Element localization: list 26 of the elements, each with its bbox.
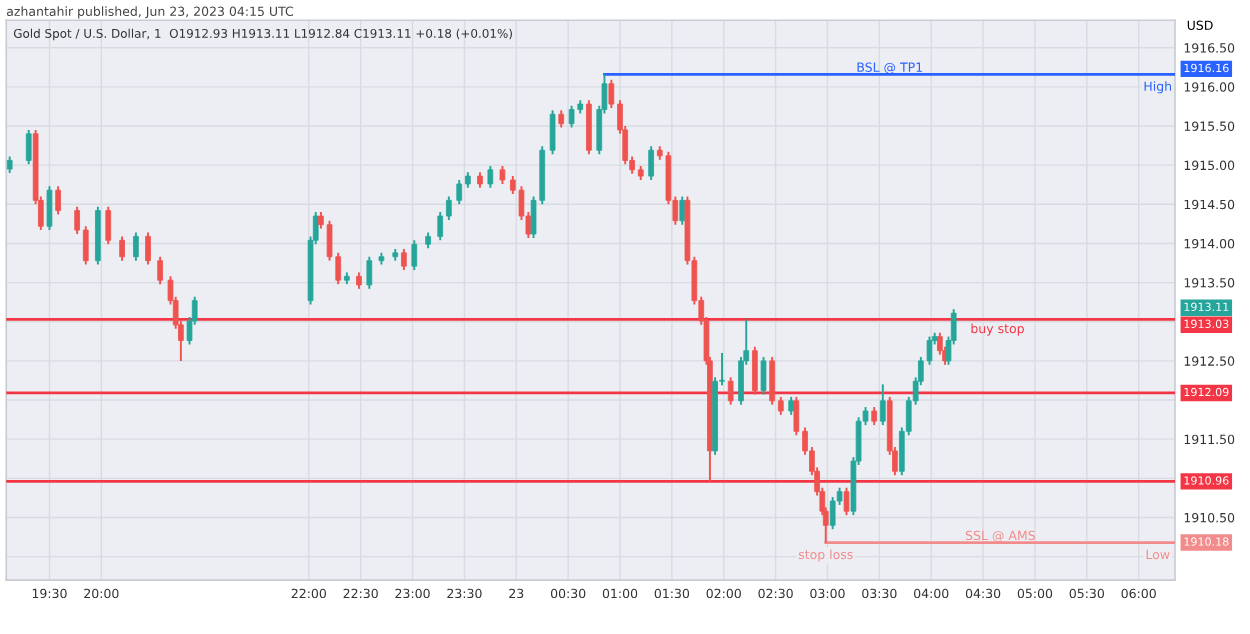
candlestick xyxy=(456,179,463,206)
candlestick xyxy=(727,376,734,406)
candlestick xyxy=(157,255,163,286)
candlestick xyxy=(549,109,556,156)
candlestick xyxy=(499,164,506,185)
candlestick xyxy=(487,164,494,189)
candlestick xyxy=(879,383,886,427)
candlestick xyxy=(843,486,850,517)
candlestick xyxy=(760,355,767,396)
candlestick xyxy=(401,247,407,272)
candlestick xyxy=(133,231,139,262)
candlestick xyxy=(55,185,61,216)
candlestick xyxy=(829,496,836,531)
candlestick xyxy=(568,104,575,129)
candlestick xyxy=(119,235,125,262)
candlestick xyxy=(145,231,151,266)
candlestick xyxy=(648,145,654,181)
candlestick xyxy=(586,99,592,156)
candlestick xyxy=(411,239,418,272)
candlestick xyxy=(46,185,53,232)
candlestick xyxy=(788,395,795,416)
candlestick xyxy=(25,128,32,166)
candlestick xyxy=(105,205,112,246)
candlestick xyxy=(366,255,373,290)
candlestick xyxy=(871,406,878,427)
candlestick xyxy=(752,345,758,396)
